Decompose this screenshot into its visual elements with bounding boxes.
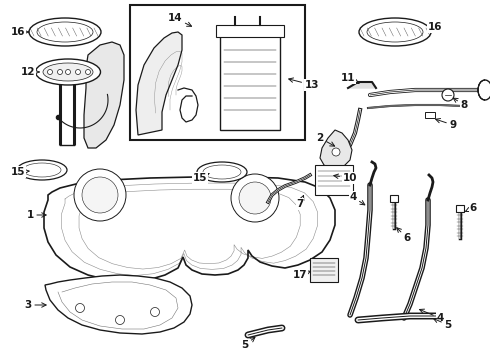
Ellipse shape (29, 18, 101, 46)
Polygon shape (320, 130, 352, 170)
Text: 12: 12 (21, 67, 39, 77)
Text: 6: 6 (397, 228, 411, 243)
Ellipse shape (23, 163, 61, 177)
Text: 16: 16 (11, 27, 28, 37)
Text: 10: 10 (334, 173, 357, 183)
Ellipse shape (203, 165, 241, 179)
Text: 6: 6 (466, 203, 477, 213)
Text: 14: 14 (168, 13, 192, 26)
Bar (310, 258, 338, 282)
Ellipse shape (367, 22, 423, 42)
Circle shape (74, 169, 126, 221)
Polygon shape (84, 42, 124, 148)
Bar (315, 165, 353, 195)
Text: 17: 17 (293, 270, 311, 280)
Circle shape (48, 69, 52, 75)
Ellipse shape (37, 22, 93, 42)
Text: 7: 7 (296, 195, 304, 209)
Polygon shape (348, 82, 376, 88)
Circle shape (239, 182, 271, 214)
Polygon shape (44, 177, 335, 282)
Text: 16: 16 (428, 22, 442, 32)
Bar (216, 25, 284, 37)
Text: 4: 4 (349, 192, 365, 205)
Text: 11: 11 (341, 73, 359, 84)
Text: 1: 1 (26, 210, 46, 220)
Text: 9: 9 (436, 118, 457, 130)
Bar (130, 5, 305, 140)
Text: 8: 8 (453, 98, 467, 110)
Circle shape (150, 307, 160, 316)
Text: 15: 15 (193, 173, 209, 183)
Text: 5: 5 (242, 337, 255, 350)
Text: 4: 4 (419, 309, 443, 323)
Polygon shape (136, 32, 182, 135)
Text: 5: 5 (434, 318, 452, 330)
Text: 15: 15 (11, 167, 29, 177)
Text: 2: 2 (317, 133, 335, 146)
Bar (220, 35, 280, 130)
Ellipse shape (17, 160, 67, 180)
Circle shape (116, 315, 124, 324)
Circle shape (75, 303, 84, 312)
Bar (425, 112, 435, 118)
Circle shape (231, 174, 279, 222)
Ellipse shape (478, 80, 490, 100)
Polygon shape (45, 275, 192, 334)
Circle shape (57, 69, 63, 75)
Circle shape (75, 69, 80, 75)
Ellipse shape (197, 162, 247, 182)
Circle shape (442, 89, 454, 101)
Text: 13: 13 (289, 78, 319, 90)
Ellipse shape (35, 59, 100, 85)
Circle shape (82, 177, 118, 213)
Circle shape (85, 69, 91, 75)
Bar (456, 205, 464, 212)
Text: 3: 3 (24, 300, 46, 310)
Circle shape (332, 148, 340, 156)
Ellipse shape (43, 63, 93, 81)
Bar (390, 195, 398, 202)
Circle shape (66, 69, 71, 75)
Ellipse shape (359, 18, 431, 46)
